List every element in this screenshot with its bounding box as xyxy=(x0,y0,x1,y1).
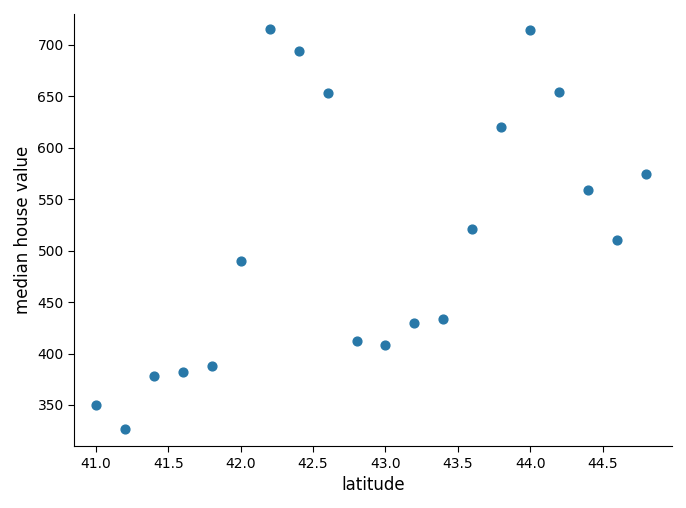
Point xyxy=(641,170,652,178)
Point xyxy=(554,88,565,96)
Point xyxy=(235,257,246,265)
Point xyxy=(206,362,217,370)
Point xyxy=(264,25,275,34)
X-axis label: latitude: latitude xyxy=(342,476,405,494)
Point xyxy=(496,123,507,131)
Point xyxy=(119,425,130,433)
Point xyxy=(177,368,188,376)
Point xyxy=(322,89,333,97)
Y-axis label: median house value: median house value xyxy=(14,146,32,314)
Point xyxy=(148,372,159,380)
Point xyxy=(438,314,449,323)
Point xyxy=(612,236,623,244)
Point xyxy=(91,401,102,409)
Point xyxy=(525,26,536,35)
Point xyxy=(293,47,304,55)
Point xyxy=(351,337,362,345)
Point xyxy=(582,186,593,194)
Point xyxy=(409,319,420,327)
Point xyxy=(380,341,391,350)
Point xyxy=(467,225,478,233)
